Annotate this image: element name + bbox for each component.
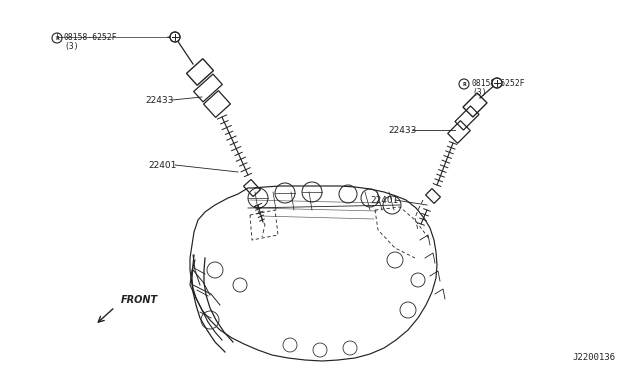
- Text: (3): (3): [472, 87, 486, 96]
- Circle shape: [492, 78, 502, 88]
- Text: 22401: 22401: [148, 160, 177, 170]
- Text: 22433: 22433: [388, 125, 417, 135]
- Text: R: R: [55, 36, 59, 41]
- Text: (3): (3): [64, 42, 79, 51]
- Text: 22401: 22401: [370, 196, 398, 205]
- Text: FRONT: FRONT: [121, 295, 158, 305]
- Text: R: R: [462, 82, 466, 87]
- Text: 08158-6252F: 08158-6252F: [472, 78, 525, 87]
- Circle shape: [170, 32, 180, 42]
- Text: J2200136: J2200136: [572, 353, 615, 362]
- Text: 22433: 22433: [145, 96, 173, 105]
- Text: 08158-6252F: 08158-6252F: [64, 32, 118, 42]
